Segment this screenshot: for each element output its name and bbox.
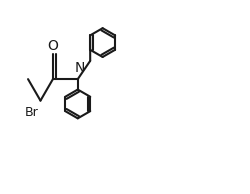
Text: Br: Br: [25, 106, 39, 119]
Text: O: O: [48, 39, 58, 53]
Text: N: N: [74, 61, 85, 75]
